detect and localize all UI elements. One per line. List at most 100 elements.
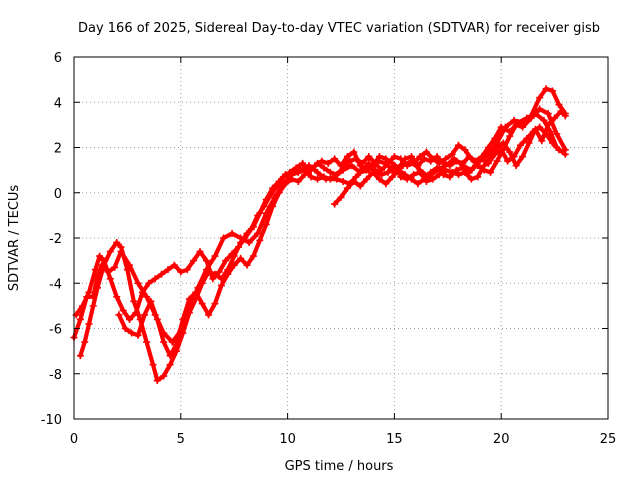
data-point-marker: [538, 137, 546, 145]
series-trace-5: [331, 123, 563, 208]
data-point-marker: [557, 107, 565, 115]
data-point-marker: [410, 159, 418, 167]
data-point-marker: [540, 116, 548, 124]
data-point-marker: [220, 234, 228, 242]
data-point-marker: [487, 168, 495, 176]
data-point-marker: [81, 338, 89, 346]
data-point-marker: [320, 164, 328, 172]
data-point-marker: [388, 173, 396, 181]
data-point-marker: [143, 293, 151, 301]
data-point-marker: [446, 173, 454, 181]
data-point-marker: [117, 243, 125, 251]
data-point-marker: [519, 153, 527, 161]
data-point-marker: [420, 155, 428, 163]
data-point-marker: [363, 175, 371, 183]
x-tick-label: 0: [70, 432, 78, 447]
x-tick-label: 15: [386, 432, 403, 447]
data-point-marker: [209, 275, 217, 283]
data-point-marker: [544, 110, 552, 118]
data-point-marker: [160, 338, 168, 346]
data-point-marker: [318, 157, 326, 165]
data-point-marker: [510, 153, 518, 161]
data-point-marker: [123, 266, 131, 274]
data-point-marker: [140, 311, 148, 319]
data-point-marker: [76, 352, 84, 360]
data-point-marker: [512, 121, 520, 129]
data-point-marker: [527, 114, 535, 122]
data-point-marker: [292, 164, 300, 172]
data-point-marker: [371, 159, 379, 167]
data-point-marker: [529, 128, 537, 136]
data-point-marker: [85, 320, 93, 328]
data-point-marker: [375, 153, 383, 161]
data-point-marker: [294, 168, 302, 176]
data-point-marker: [113, 239, 121, 247]
data-point-marker: [504, 157, 512, 165]
data-point-marker: [106, 248, 114, 256]
data-point-marker: [343, 153, 351, 161]
data-point-marker: [546, 128, 554, 136]
data-point-marker: [254, 229, 262, 237]
data-point-marker: [190, 257, 198, 265]
data-point-marker: [215, 268, 223, 276]
data-point-marker: [202, 257, 210, 265]
data-point-marker: [130, 297, 138, 305]
data-point-marker: [183, 266, 191, 274]
data-point-marker: [454, 141, 462, 149]
data-point-marker: [416, 168, 424, 176]
data-point-marker: [228, 229, 236, 237]
data-point-marker: [115, 311, 123, 319]
data-point-marker: [510, 116, 518, 124]
data-point-marker: [352, 155, 360, 163]
data-point-marker: [326, 175, 334, 183]
data-point-marker: [555, 101, 563, 109]
data-point-marker: [384, 159, 392, 167]
data-point-marker: [93, 284, 101, 292]
data-point-marker: [76, 315, 84, 323]
data-point-marker: [89, 302, 97, 310]
data-point-marker: [553, 130, 561, 138]
data-point-marker: [331, 155, 339, 163]
data-point-marker: [198, 279, 206, 287]
data-point-marker: [149, 361, 157, 369]
data-point-marker: [420, 175, 428, 183]
data-point-marker: [395, 166, 403, 174]
data-point-marker: [454, 171, 462, 179]
data-point-marker: [429, 155, 437, 163]
data-point-marker: [382, 155, 390, 163]
x-tick-label: 10: [279, 432, 296, 447]
series-trace-2: [72, 110, 569, 323]
data-point-marker: [170, 261, 178, 269]
data-point-marker: [79, 302, 87, 310]
data-point-marker: [548, 139, 556, 147]
data-point-marker: [369, 168, 377, 176]
data-point-marker: [307, 173, 315, 181]
data-point-marker: [301, 171, 309, 179]
x-tick-label: 5: [177, 432, 185, 447]
data-point-marker: [448, 150, 456, 158]
data-point-marker: [365, 159, 373, 167]
y-tick-label: 6: [54, 51, 62, 66]
data-point-marker: [429, 175, 437, 183]
data-point-marker: [314, 168, 322, 176]
y-axis-label: SDTVAR / TECUs: [7, 185, 22, 292]
data-point-marker: [337, 193, 345, 201]
data-point-marker: [158, 270, 166, 278]
data-point-marker: [356, 182, 364, 190]
data-point-marker: [548, 87, 556, 95]
data-point-marker: [294, 177, 302, 185]
data-point-marker: [506, 148, 514, 156]
data-point-marker: [126, 315, 134, 323]
data-point-marker: [536, 123, 544, 131]
data-point-marker: [281, 171, 289, 179]
x-axis-label: GPS time / hours: [285, 459, 394, 474]
data-point-marker: [452, 166, 460, 174]
series-line: [332, 125, 561, 207]
data-point-marker: [506, 132, 514, 140]
data-point-marker: [211, 270, 219, 278]
series-line: [78, 109, 568, 383]
data-point-marker: [91, 266, 99, 274]
data-point-marker: [192, 288, 200, 296]
data-point-marker: [262, 220, 270, 228]
data-point-marker: [461, 146, 469, 154]
